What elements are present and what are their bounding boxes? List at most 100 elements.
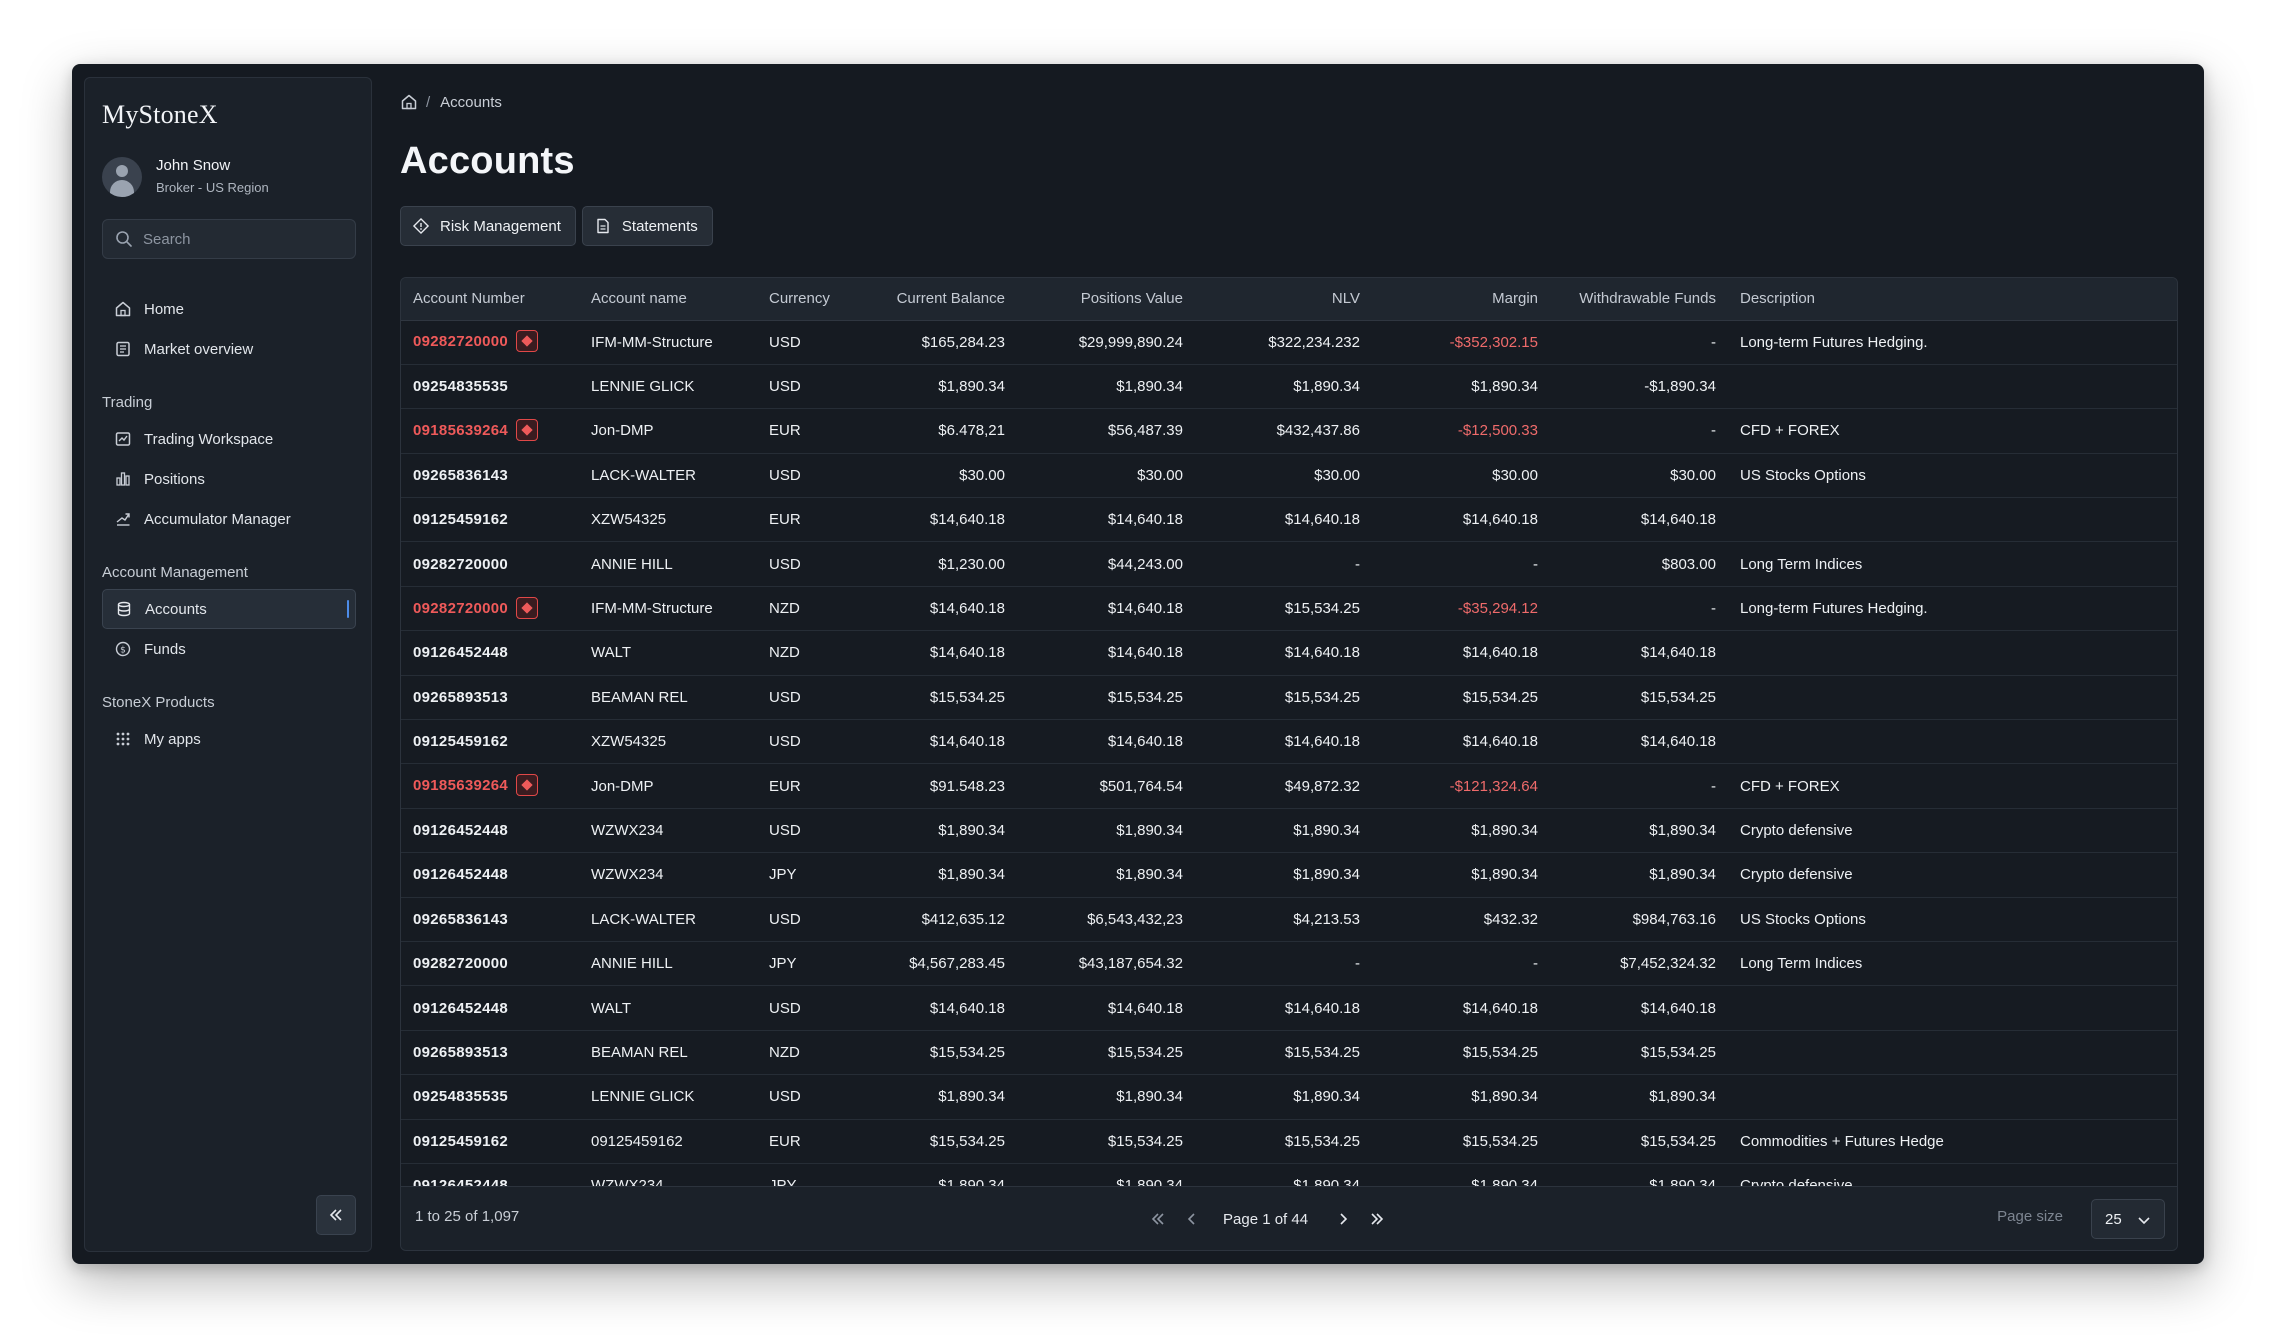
account-number-text[interactable]: 09282720000 [413, 599, 509, 617]
table-row[interactable]: 09282720000 IFM-MM-Structure USD $165,284.2… [401, 320, 2177, 365]
table-row[interactable]: 09125459162 XZW54325 USD $14,640.18 $14,640.… [401, 719, 2177, 765]
table-row[interactable]: 09265893513 BEAMAN REL USD $15,534.25 $15,53… [401, 675, 2177, 721]
account-number-text[interactable]: 09282720000 [413, 333, 509, 351]
risk-alert-icon[interactable] [516, 418, 539, 441]
risk-alert-icon[interactable] [516, 330, 539, 353]
previous-page-icon[interactable] [1178, 1205, 1206, 1233]
sidebar-item-funds[interactable]: $ Funds [102, 629, 356, 669]
account-name-cell: IFM-MM-Structure [579, 586, 757, 632]
table-row[interactable]: 09126452448 WZWX234 JPY $1,890.34 $1,890.34 $… [401, 1163, 2177, 1188]
account-number-text[interactable]: 09265836143 [413, 910, 509, 928]
nlv-cell: $15,534.25 [1195, 675, 1372, 721]
first-page-icon[interactable] [1144, 1205, 1172, 1233]
account-number-text[interactable]: 09126452448 [413, 866, 509, 884]
account-number-text[interactable]: 09125459162 [413, 733, 509, 751]
margin-cell: $14,640.18 [1372, 985, 1550, 1031]
column-header-account-number[interactable]: Account Number [401, 278, 579, 321]
collapse-sidebar-button[interactable] [316, 1195, 356, 1235]
sidebar-item-home[interactable]: Home [102, 289, 356, 329]
account-number-text[interactable]: 09282720000 [413, 955, 509, 973]
account-number-text[interactable]: 09282720000 [413, 555, 509, 573]
column-header-description[interactable]: Description [1728, 278, 2177, 321]
account-number-text[interactable]: 09185639264 [413, 421, 509, 439]
user-profile[interactable]: John Snow Broker - US Region [102, 156, 269, 197]
withdrawable-funds-cell: $14,640.18 [1550, 985, 1728, 1031]
brand-logo[interactable]: MyStoneX [102, 100, 218, 129]
column-header-withdrawable-funds[interactable]: Withdrawable Funds [1550, 278, 1728, 321]
home-icon[interactable] [400, 93, 418, 111]
currency-cell: EUR [757, 1119, 877, 1164]
table-row[interactable]: 09265893513 BEAMAN REL NZD $15,534.25 $15,53… [401, 1030, 2177, 1076]
column-header-margin[interactable]: Margin [1372, 278, 1550, 321]
account-number-cell: 09282720000 [401, 541, 579, 587]
table-row[interactable]: 09254835535 LENNIE GLICK USD $1,890.34 $1,89… [401, 364, 2177, 410]
table-row[interactable]: 09265836143 LACK-WALTER USD $30.00 $30.00 $30… [401, 453, 2177, 499]
app-window: MyStoneX John Snow Broker - US Region Ho… [72, 64, 2204, 1264]
table-row[interactable]: 09125459162 09125459162 EUR $15,534.25 $15,5… [401, 1119, 2177, 1164]
margin-cell: $30.00 [1372, 453, 1550, 499]
account-number-text[interactable]: 09126452448 [413, 999, 509, 1017]
table-row[interactable]: 09126452448 WALT NZD $14,640.18 $14,640.18 $1… [401, 630, 2177, 676]
table-scroll-area[interactable]: Account Number Account name Currency Cur… [401, 278, 2177, 1188]
sidebar-item-my-apps[interactable]: My apps [102, 719, 356, 759]
sidebar-item-accumulator-manager[interactable]: Accumulator Manager [102, 499, 356, 539]
nlv-cell: $1,890.34 [1195, 364, 1372, 410]
last-page-icon[interactable] [1363, 1205, 1391, 1233]
account-number-text[interactable]: 09265893513 [413, 688, 509, 706]
current-balance-cell: $14,640.18 [877, 497, 1017, 543]
account-number-text[interactable]: 09265893513 [413, 1043, 509, 1061]
search-box[interactable] [102, 219, 356, 259]
table-row[interactable]: 09282720000 ANNIE HILL USD $1,230.00 $44,243… [401, 541, 2177, 587]
account-number-text[interactable]: 09126452448 [413, 1177, 509, 1188]
withdrawable-funds-cell: - [1550, 586, 1728, 632]
risk-alert-icon[interactable] [516, 774, 539, 797]
page-size-select[interactable]: 25 [2091, 1199, 2165, 1239]
table-row[interactable]: 09126452448 WZWX234 JPY $1,890.34 $1,890.34 $… [401, 852, 2177, 898]
column-header-current-balance[interactable]: Current Balance [877, 278, 1017, 321]
positions-value-cell: $14,640.18 [1017, 497, 1195, 543]
avatar[interactable] [102, 156, 142, 197]
table-row[interactable]: 09126452448 WZWX234 USD $1,890.34 $1,890.34 $… [401, 808, 2177, 854]
account-number-text[interactable]: 09125459162 [413, 511, 509, 529]
risk-alert-icon[interactable] [516, 596, 539, 619]
column-header-currency[interactable]: Currency [757, 278, 877, 321]
description-cell: Commodities + Futures Hedge [1728, 1119, 2177, 1164]
table-row[interactable]: 09282720000 ANNIE HILL JPY $4,567,283.45 $43… [401, 941, 2177, 987]
account-number-text[interactable]: 09254835535 [413, 1088, 509, 1106]
sidebar-item-label: Funds [144, 640, 186, 658]
description-cell [1728, 630, 2177, 676]
account-number-text[interactable]: 09185639264 [413, 777, 509, 795]
search-input[interactable] [143, 230, 343, 248]
account-number-cell: 09126452448 [401, 808, 579, 854]
withdrawable-funds-cell: $14,640.18 [1550, 630, 1728, 676]
account-number-text[interactable]: 09125459162 [413, 1132, 509, 1150]
table-row[interactable]: 09282720000 IFM-MM-Structure NZD $14,640.18… [401, 586, 2177, 632]
account-number-text[interactable]: 09265836143 [413, 466, 509, 484]
table-row[interactable]: 09126452448 WALT USD $14,640.18 $14,640.18 $1… [401, 985, 2177, 1031]
risk-management-button[interactable]: Risk Management [400, 206, 576, 246]
margin-cell: $432.32 [1372, 897, 1550, 942]
statements-button[interactable]: Statements [581, 206, 713, 246]
sidebar-item-trading-workspace[interactable]: Trading Workspace [102, 419, 356, 459]
table-row[interactable]: 09125459162 XZW54325 EUR $14,640.18 $14,640.… [401, 497, 2177, 543]
risk-management-label: Risk Management [440, 217, 561, 235]
account-number-text[interactable]: 09126452448 [413, 644, 509, 662]
sidebar-item-accounts[interactable]: Accounts [102, 589, 356, 629]
account-number-cell: 09126452448 [401, 985, 579, 1031]
currency-cell: USD [757, 985, 877, 1031]
account-number-text[interactable]: 09126452448 [413, 821, 509, 839]
positions-value-cell: $501,764.54 [1017, 763, 1195, 809]
account-number-cell: 09125459162 [401, 497, 579, 543]
table-row[interactable]: 09254835535 LENNIE GLICK USD $1,890.34 $1,89… [401, 1074, 2177, 1120]
account-number-text[interactable]: 09254835535 [413, 378, 509, 396]
table-row[interactable]: 09265836143 LACK-WALTER USD $412,635.12 $6,5… [401, 897, 2177, 942]
sidebar-item-positions[interactable]: Positions [102, 459, 356, 499]
table-row[interactable]: 09185639264 Jon-DMP EUR $91.548.23 $501,764.… [401, 763, 2177, 809]
column-header-account-name[interactable]: Account name [579, 278, 757, 321]
sidebar-item-market-overview[interactable]: Market overview [102, 329, 356, 369]
next-page-icon[interactable] [1329, 1205, 1357, 1233]
margin-cell: -$352,302.15 [1372, 320, 1550, 365]
column-header-positions-value[interactable]: Positions Value [1017, 278, 1195, 321]
column-header-nlv[interactable]: NLV [1195, 278, 1372, 321]
table-row[interactable]: 09185639264 Jon-DMP EUR $6.478,21 $56,487.39… [401, 408, 2177, 454]
